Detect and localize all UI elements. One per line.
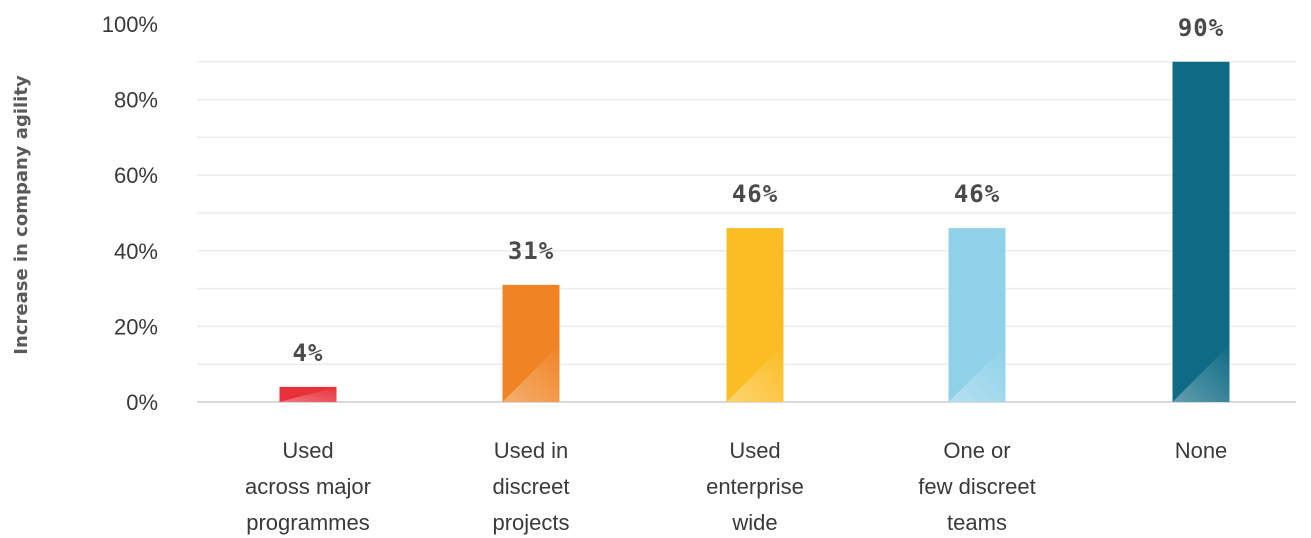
y-tick-label: 60% xyxy=(114,163,158,188)
x-axis-categories: Used across major programmes Used in discree… xyxy=(245,438,1227,535)
y-tick-label: 0% xyxy=(126,390,158,415)
bar xyxy=(1172,61,1230,403)
bars xyxy=(279,61,1230,403)
data-label: 90% xyxy=(1178,14,1224,42)
y-axis-title: Increase in company agility xyxy=(11,75,32,355)
x-category-label: One or few discreet teams xyxy=(918,438,1035,535)
bar-sheen xyxy=(279,386,337,402)
x-category-label: Used enterprise wide xyxy=(706,438,804,535)
x-category-label: None xyxy=(1175,438,1228,463)
x-category-label: Used across major programmes xyxy=(245,438,371,535)
data-label: 31% xyxy=(508,237,554,265)
data-labels: 4% 31% 46% 46% 90% xyxy=(293,14,1224,367)
x-category-label: Used in discreet projects xyxy=(492,438,569,535)
y-tick-label: 80% xyxy=(114,88,158,113)
y-tick-label: 20% xyxy=(114,314,158,339)
y-axis-ticks: 0% 20% 40% 60% 80% 100% xyxy=(102,12,158,415)
data-label: 46% xyxy=(732,180,778,208)
bar-sheen xyxy=(502,345,560,402)
y-tick-label: 100% xyxy=(102,12,158,37)
data-label: 46% xyxy=(954,180,1000,208)
bar-sheen xyxy=(948,345,1006,402)
bar-sheen xyxy=(1172,345,1230,402)
bar-sheen xyxy=(726,345,784,402)
y-tick-label: 40% xyxy=(114,239,158,264)
data-label: 4% xyxy=(293,339,324,367)
gridlines xyxy=(197,61,1296,403)
